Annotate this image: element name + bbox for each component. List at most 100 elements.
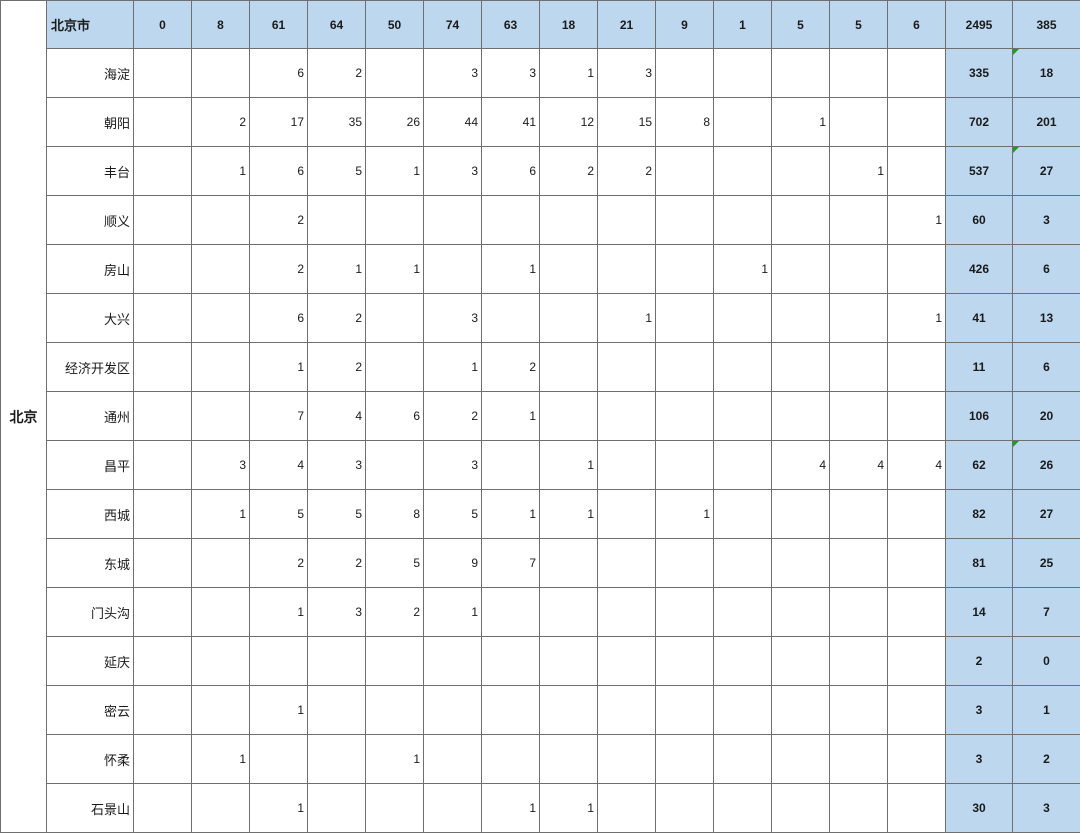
total-1-cell[interactable]: 702	[946, 98, 1013, 147]
data-cell[interactable]: 1	[366, 735, 424, 784]
data-cell[interactable]: 2	[250, 196, 308, 245]
data-cell[interactable]: 1	[888, 294, 946, 343]
data-cell[interactable]	[192, 49, 250, 98]
data-cell[interactable]	[772, 490, 830, 539]
total-1-cell[interactable]: 335	[946, 49, 1013, 98]
data-cell[interactable]	[888, 539, 946, 588]
data-cell[interactable]	[482, 588, 540, 637]
data-cell[interactable]	[714, 686, 772, 735]
data-cell[interactable]: 5	[250, 490, 308, 539]
header-cell[interactable]: 8	[192, 1, 250, 49]
data-cell[interactable]: 1	[482, 784, 540, 833]
header-cell[interactable]: 18	[540, 1, 598, 49]
header-cell[interactable]: 0	[134, 1, 192, 49]
data-cell[interactable]	[888, 637, 946, 686]
data-cell[interactable]	[134, 392, 192, 441]
data-cell[interactable]	[540, 392, 598, 441]
data-cell[interactable]	[888, 588, 946, 637]
data-cell[interactable]	[714, 735, 772, 784]
data-cell[interactable]: 1	[366, 245, 424, 294]
district-name-cell[interactable]: 大兴	[47, 294, 134, 343]
data-cell[interactable]: 5	[308, 147, 366, 196]
data-cell[interactable]: 1	[366, 147, 424, 196]
data-cell[interactable]	[366, 441, 424, 490]
data-cell[interactable]: 2	[250, 245, 308, 294]
data-cell[interactable]	[540, 343, 598, 392]
data-cell[interactable]: 44	[424, 98, 482, 147]
district-name-cell[interactable]: 通州	[47, 392, 134, 441]
data-cell[interactable]: 2	[308, 49, 366, 98]
data-cell[interactable]: 2	[308, 539, 366, 588]
data-cell[interactable]	[598, 490, 656, 539]
total-2-cell[interactable]: 3	[1013, 784, 1080, 833]
total-1-cell[interactable]: 82	[946, 490, 1013, 539]
data-cell[interactable]	[308, 735, 366, 784]
district-name-cell[interactable]: 朝阳	[47, 98, 134, 147]
data-cell[interactable]: 1	[540, 784, 598, 833]
data-cell[interactable]	[656, 588, 714, 637]
data-cell[interactable]	[598, 784, 656, 833]
data-cell[interactable]	[540, 637, 598, 686]
data-cell[interactable]	[540, 539, 598, 588]
data-cell[interactable]	[772, 784, 830, 833]
data-cell[interactable]	[250, 735, 308, 784]
data-cell[interactable]: 4	[308, 392, 366, 441]
data-cell[interactable]: 1	[192, 735, 250, 784]
data-cell[interactable]	[888, 245, 946, 294]
data-cell[interactable]: 2	[366, 588, 424, 637]
data-cell[interactable]	[714, 539, 772, 588]
data-cell[interactable]	[656, 49, 714, 98]
data-cell[interactable]	[598, 245, 656, 294]
data-cell[interactable]	[192, 588, 250, 637]
data-cell[interactable]: 1	[308, 245, 366, 294]
header-cell[interactable]: 6	[888, 1, 946, 49]
data-cell[interactable]	[888, 343, 946, 392]
data-cell[interactable]	[424, 637, 482, 686]
data-cell[interactable]	[134, 196, 192, 245]
data-cell[interactable]: 1	[424, 343, 482, 392]
header-total-1[interactable]: 2495	[946, 1, 1013, 49]
data-cell[interactable]	[830, 98, 888, 147]
header-cell[interactable]: 21	[598, 1, 656, 49]
data-cell[interactable]	[366, 196, 424, 245]
data-cell[interactable]	[134, 441, 192, 490]
data-cell[interactable]	[714, 588, 772, 637]
total-1-cell[interactable]: 537	[946, 147, 1013, 196]
district-name-cell[interactable]: 房山	[47, 245, 134, 294]
total-1-cell[interactable]: 60	[946, 196, 1013, 245]
data-cell[interactable]	[424, 686, 482, 735]
data-cell[interactable]	[830, 490, 888, 539]
data-cell[interactable]: 4	[830, 441, 888, 490]
data-cell[interactable]: 1	[250, 588, 308, 637]
data-cell[interactable]: 41	[482, 98, 540, 147]
data-cell[interactable]	[482, 441, 540, 490]
data-cell[interactable]	[598, 588, 656, 637]
data-cell[interactable]: 1	[250, 784, 308, 833]
total-1-cell[interactable]: 3	[946, 735, 1013, 784]
data-cell[interactable]: 6	[250, 49, 308, 98]
data-cell[interactable]	[656, 784, 714, 833]
total-2-cell[interactable]: 0	[1013, 637, 1080, 686]
data-cell[interactable]	[540, 294, 598, 343]
data-cell[interactable]: 5	[308, 490, 366, 539]
data-cell[interactable]: 1	[714, 245, 772, 294]
data-cell[interactable]: 3	[424, 294, 482, 343]
data-cell[interactable]	[366, 637, 424, 686]
data-cell[interactable]	[714, 196, 772, 245]
data-cell[interactable]: 1	[192, 147, 250, 196]
data-cell[interactable]: 2	[308, 343, 366, 392]
data-cell[interactable]	[598, 539, 656, 588]
data-cell[interactable]	[772, 343, 830, 392]
data-cell[interactable]	[656, 441, 714, 490]
data-cell[interactable]	[134, 735, 192, 784]
data-cell[interactable]	[656, 343, 714, 392]
header-city-label[interactable]: 北京市	[47, 1, 134, 49]
data-cell[interactable]	[366, 343, 424, 392]
data-cell[interactable]	[772, 245, 830, 294]
data-cell[interactable]: 2	[192, 98, 250, 147]
data-cell[interactable]	[540, 735, 598, 784]
region-cell[interactable]: 北京	[1, 1, 47, 833]
district-name-cell[interactable]: 石景山	[47, 784, 134, 833]
data-cell[interactable]: 6	[250, 147, 308, 196]
data-cell[interactable]: 8	[366, 490, 424, 539]
